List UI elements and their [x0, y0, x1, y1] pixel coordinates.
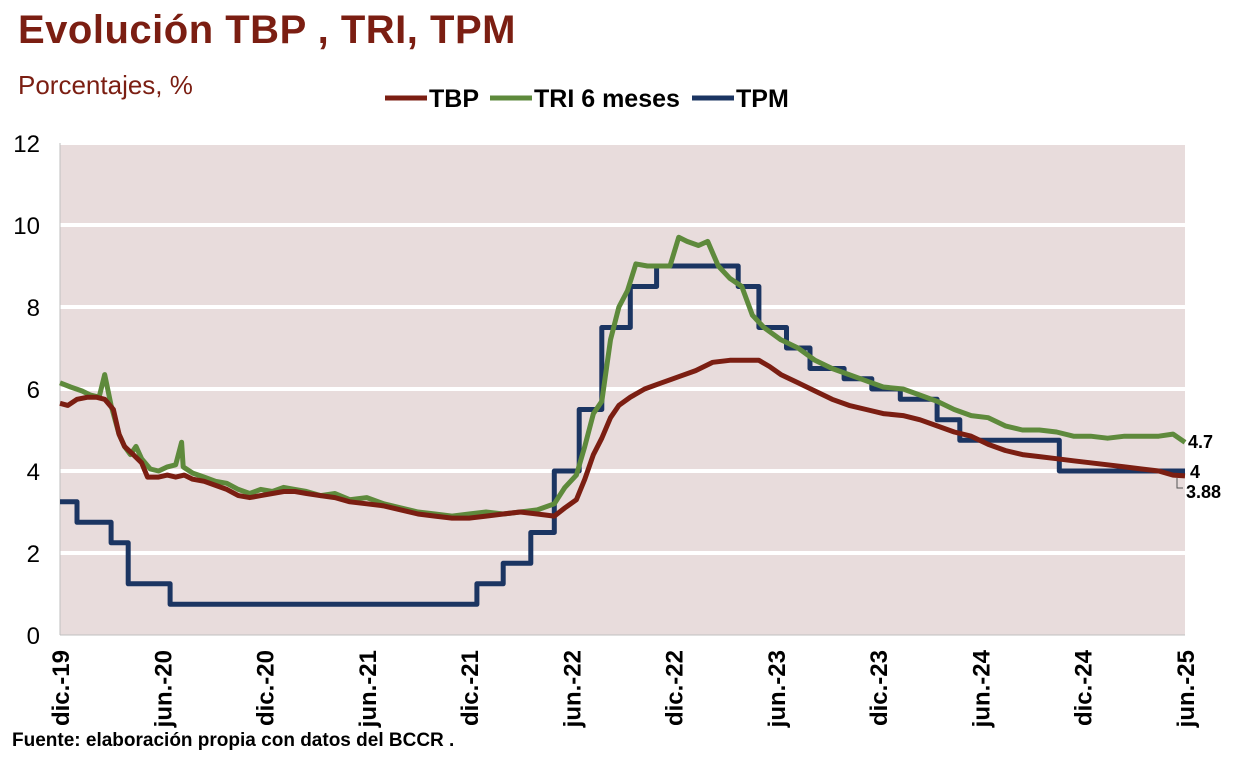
y-axis-tick-labels: 0 2 4 6 8 10 12: [13, 131, 40, 650]
legend-label: TPM: [736, 85, 789, 113]
series-line: [59, 357, 1186, 521]
x-tick-label: jun.-20: [150, 650, 177, 728]
x-tick-label: jun.-22: [559, 650, 586, 728]
end-label: 4.7: [1188, 432, 1213, 452]
series-lines: [59, 234, 1187, 607]
series-line: [59, 234, 1187, 519]
y-tick-label: 10: [13, 213, 40, 240]
x-tick-label: dic.-20: [253, 650, 280, 726]
end-label: 3.88: [1186, 482, 1221, 502]
x-tick-label: jun.-25: [1173, 650, 1200, 728]
chart-title: Evolución TBP , TRI, TPM: [18, 8, 516, 52]
x-axis-tick-labels: dic.-19 jun.-20 dic.-20 jun.-21 dic.-21 jun.-…: [48, 649, 1200, 728]
end-labels: 4.7 43.88: [1176, 432, 1221, 502]
x-tick-label: jun.-21: [355, 650, 382, 728]
x-tick-label: dic.-21: [457, 650, 484, 726]
x-tick-label: dic.-24: [1071, 649, 1098, 726]
y-tick-label: 4: [27, 459, 40, 486]
chart-subtitle: Porcentajes, %: [18, 70, 193, 100]
x-tick-label: jun.-24: [968, 649, 995, 728]
end-label: 4: [1190, 462, 1200, 482]
y-tick-label: 12: [13, 131, 40, 158]
x-tick-label: jun.-23: [764, 650, 791, 728]
y-tick-label: 0: [27, 623, 40, 650]
x-tick-label: dic.-23: [866, 650, 893, 726]
series-line: [60, 263, 1185, 607]
y-tick-label: 8: [27, 295, 40, 322]
y-tick-label: 6: [27, 377, 40, 404]
end-label-leader: [1176, 478, 1183, 489]
legend-label: TRI 6 meses: [534, 85, 680, 113]
x-tick-label: dic.-22: [662, 650, 689, 726]
source-note: Fuente: elaboración propia con datos del…: [12, 730, 455, 751]
gridlines: [59, 141, 1185, 636]
legend: TBP TRI 6 meses TPM: [385, 85, 789, 113]
y-tick-label: 2: [27, 541, 40, 568]
x-tick-label: dic.-19: [48, 650, 75, 726]
legend-label: TBP: [429, 85, 479, 113]
